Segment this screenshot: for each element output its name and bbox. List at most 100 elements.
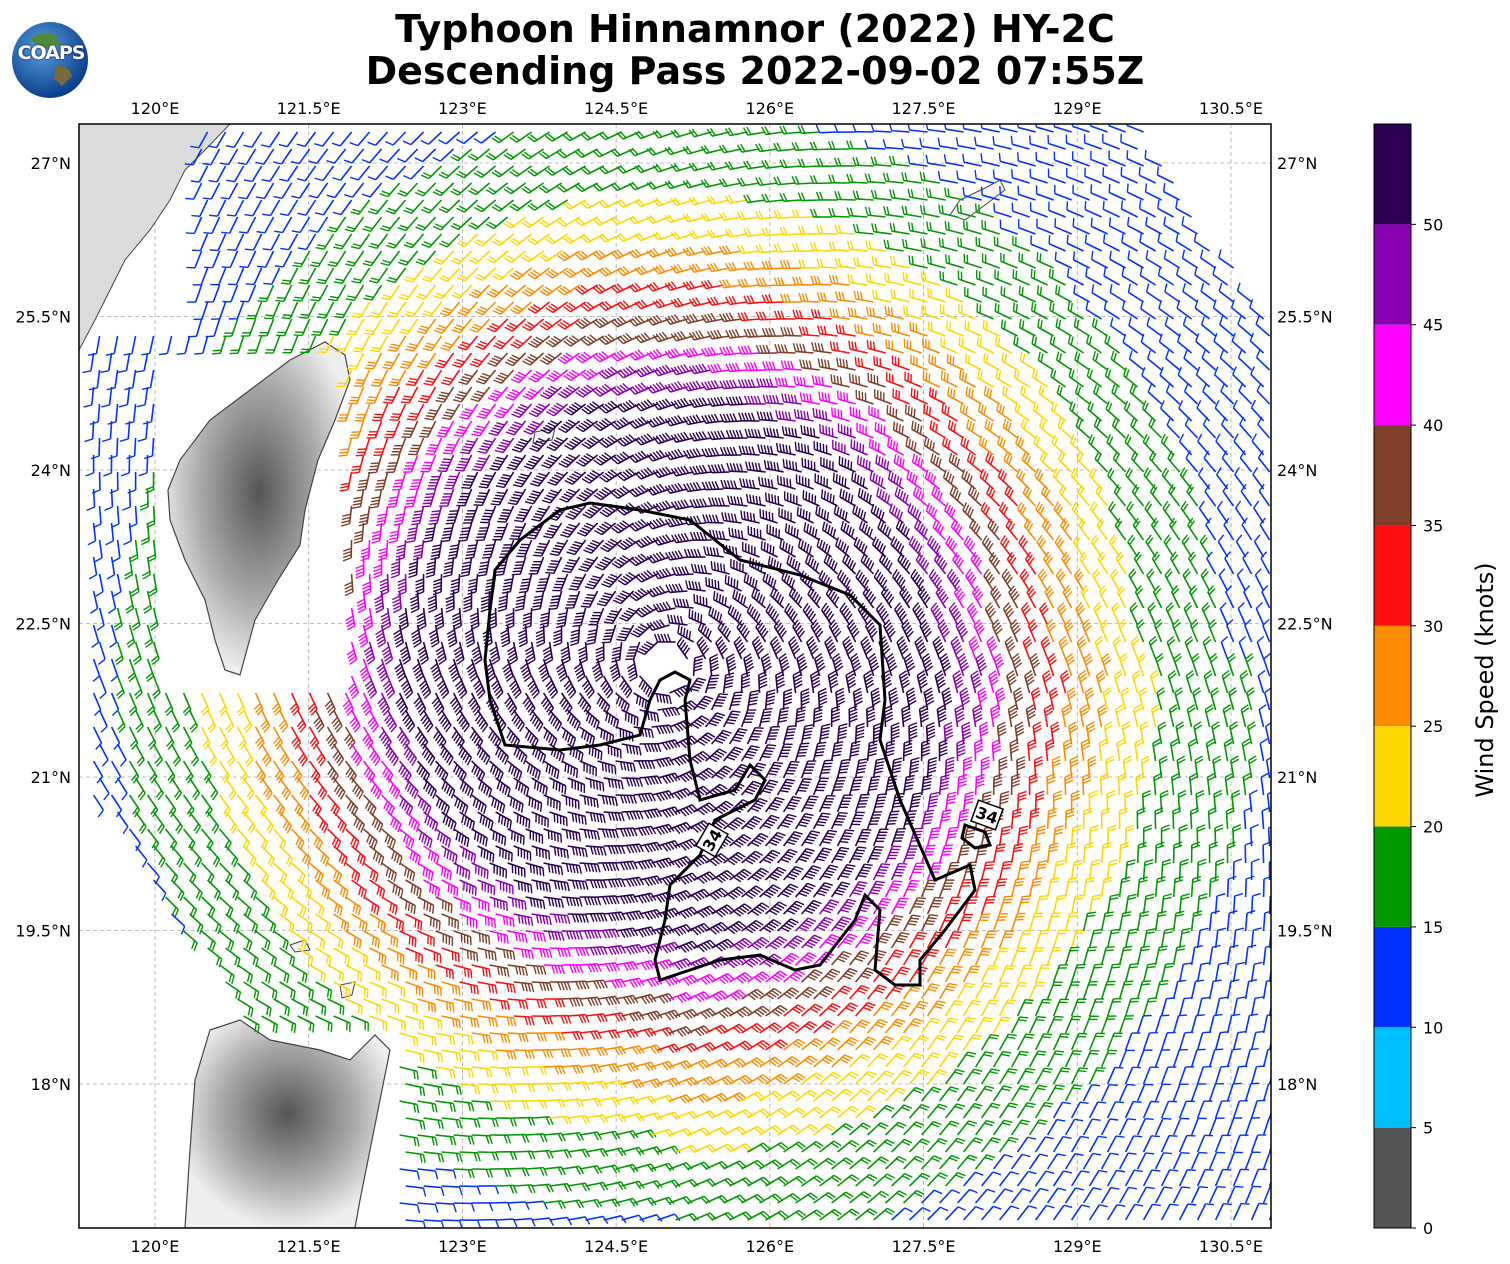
wind-barb (225, 131, 245, 149)
wind-barb (170, 811, 183, 835)
wind-barb (84, 420, 95, 443)
wind-barb (237, 862, 251, 884)
wind-barb (207, 131, 227, 149)
batanes-island (339, 981, 356, 999)
wind-barb (242, 811, 256, 834)
wind-barb (109, 624, 118, 648)
wind-barb (146, 828, 160, 851)
wind-barb (224, 743, 236, 767)
wind-barb (82, 352, 95, 374)
longitude-label: 130.5°E (1199, 1237, 1263, 1256)
wind-barb (97, 641, 106, 665)
wind-barb (190, 131, 209, 149)
colorbar-tick-label: 25 (1423, 717, 1443, 736)
wind-barb (128, 828, 142, 851)
wind-barb (135, 352, 149, 373)
wind-barb (145, 658, 155, 683)
wind-barb (152, 845, 166, 868)
wind-barb (118, 386, 131, 408)
wind-barb (207, 913, 222, 935)
latitude-label: 27°N (31, 154, 71, 173)
wind-barb (170, 709, 181, 733)
wind-barb (141, 335, 155, 356)
wind-barb (98, 743, 109, 767)
colorbar: 0 5 10 15 20 25 30 35 40 45 50 (1373, 123, 1443, 1238)
colorbar-tick-label: 40 (1423, 416, 1443, 435)
wind-barb (1268, 1214, 1271, 1221)
wind-barb (110, 658, 119, 683)
wind-barb (108, 437, 119, 460)
wind-barb (226, 165, 245, 183)
wind-barb (243, 879, 258, 901)
colorbar-tick-label: 30 (1423, 617, 1443, 636)
wind-barb (145, 471, 155, 494)
coaps-logo (12, 22, 88, 98)
wind-barb (237, 930, 253, 951)
wind-barb (188, 777, 201, 801)
longitude-label: 124.5°E (584, 1237, 648, 1256)
wind-barb (188, 743, 200, 767)
colorbar-tick-label: 20 (1423, 818, 1443, 837)
colorbar-bin (1374, 1027, 1411, 1128)
wind-barb (134, 845, 148, 868)
wind-barb (117, 352, 131, 373)
wind-barb (202, 182, 221, 200)
wind-barb (224, 845, 239, 868)
latitude-label: 27°N (1277, 154, 1317, 173)
colorbar-tick-label: 5 (1423, 1119, 1433, 1138)
wind-barb (114, 641, 124, 665)
wind-barb (223, 318, 239, 338)
wind-barb (119, 420, 131, 443)
wind-barb (187, 318, 203, 338)
wind-barb (137, 420, 149, 442)
latitude-label: 24°N (1277, 461, 1317, 480)
wind-barb (176, 335, 191, 356)
wind-barb (103, 454, 113, 477)
wind-barb (204, 284, 221, 303)
wind-barb (224, 777, 237, 801)
longitude-label: 123°E (438, 99, 487, 118)
wind-barb (218, 794, 231, 818)
wind-barb (226, 199, 245, 217)
wind-barb (90, 437, 101, 460)
wind-barb (219, 930, 235, 951)
wind-barb (83, 386, 95, 408)
wind-barb (229, 335, 245, 355)
wind-barb (87, 522, 97, 546)
wind-barb (144, 624, 154, 648)
wind-barb (236, 726, 247, 750)
wind-barb (106, 556, 116, 580)
wind-barb (206, 709, 217, 733)
wind-barb (146, 726, 157, 750)
wind-barb (134, 777, 146, 801)
wind-barb (142, 369, 155, 391)
wind-barb (96, 607, 105, 631)
wind-barb (105, 522, 115, 546)
wind-barb (203, 216, 221, 235)
wind-barb (221, 216, 239, 234)
wind-barb (123, 335, 137, 356)
wind-barb (218, 726, 229, 750)
wind-barb (149, 607, 159, 631)
wind-barb (205, 318, 221, 338)
luzon (184, 1019, 391, 1228)
wind-barb (227, 233, 245, 251)
longitude-label: 121.5°E (277, 1237, 341, 1256)
wind-barb (206, 811, 220, 834)
wind-barb (183, 930, 198, 952)
wind-barb (171, 879, 185, 902)
wind-barb (204, 250, 221, 269)
wind-barb (200, 794, 213, 818)
longitude-label: 126°E (746, 99, 795, 118)
wind-barb (165, 896, 179, 918)
wind-barb (188, 811, 202, 834)
colorbar-bin (1374, 1127, 1411, 1228)
wind-barb (131, 607, 141, 631)
wind-barb (113, 573, 122, 597)
wind-barb (139, 488, 149, 511)
wind-barb (164, 828, 178, 851)
wind-barb (170, 845, 184, 868)
latitude-label: 21°N (1277, 768, 1317, 787)
wind-barb (220, 148, 239, 166)
